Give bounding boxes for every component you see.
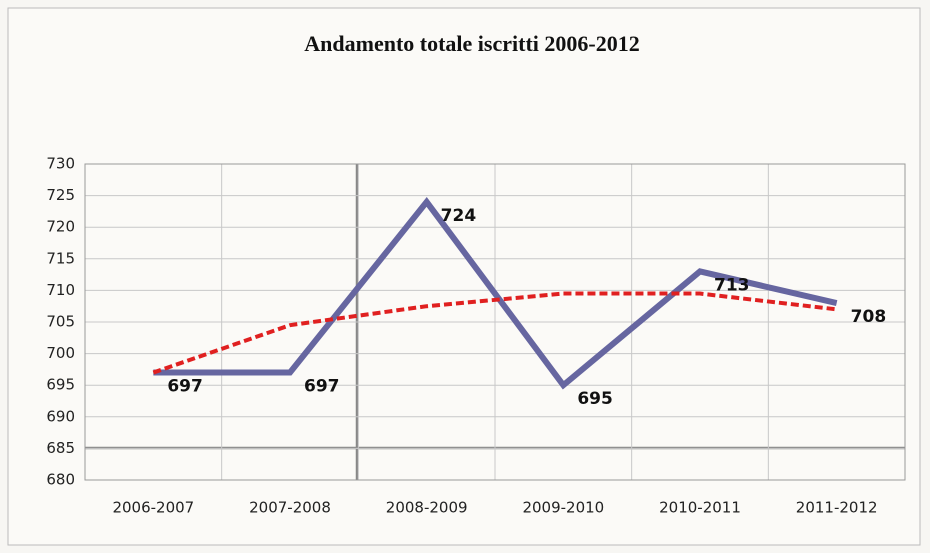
y-tick-label: 730 xyxy=(46,155,75,173)
y-tick-label: 700 xyxy=(46,344,75,362)
data-line xyxy=(153,197,838,390)
x-tick-label: 2009-2010 xyxy=(522,499,604,517)
plot-border xyxy=(84,163,906,481)
data-label: 697 xyxy=(167,377,203,397)
x-tick-label: 2007-2008 xyxy=(249,499,331,517)
y-tick-label: 695 xyxy=(46,376,75,394)
data-label: 708 xyxy=(851,307,887,327)
chart-title: Andamento totale iscritti 2006-2012 xyxy=(304,31,639,56)
y-tick-label: 690 xyxy=(46,407,75,425)
y-tick-label: 680 xyxy=(46,471,75,489)
y-tick-label: 705 xyxy=(46,313,75,331)
y-tick-label: 715 xyxy=(46,249,75,267)
data-label: 724 xyxy=(441,206,477,226)
x-tick-label: 2011-2012 xyxy=(796,499,878,517)
y-tick-label: 710 xyxy=(46,281,75,299)
x-tick-label: 2010-2011 xyxy=(659,499,741,517)
data-label: 713 xyxy=(714,275,750,295)
y-tick-label: 720 xyxy=(46,218,75,236)
x-tick-label: 2008-2009 xyxy=(386,499,468,517)
x-tick-label: 2006-2007 xyxy=(112,499,194,517)
data-label: 695 xyxy=(577,389,613,409)
y-tick-label: 685 xyxy=(46,439,75,457)
y-tick-label: 725 xyxy=(46,186,75,204)
chart-frame xyxy=(7,7,921,546)
data-label: 697 xyxy=(304,377,340,397)
trend-line xyxy=(152,291,837,375)
